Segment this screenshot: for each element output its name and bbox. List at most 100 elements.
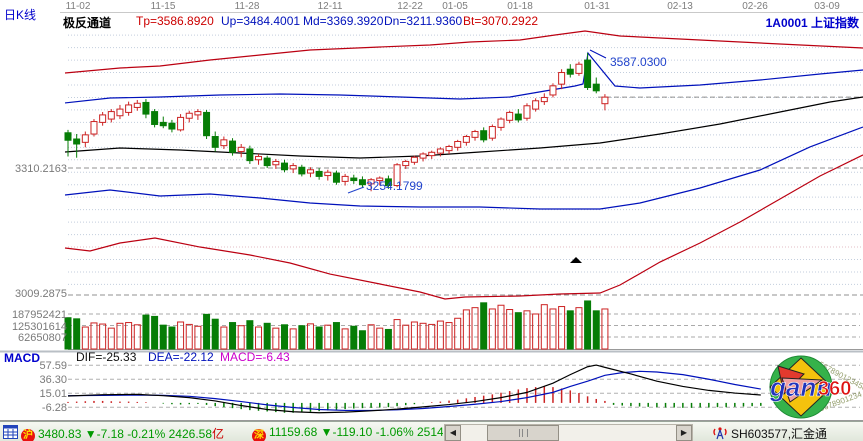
volume-bar [584,300,592,350]
sh-badge-glyph: 沪 [21,429,35,441]
logo-word: gann [769,372,832,402]
live-feed-antenna-icon [713,427,727,440]
candle-body [445,145,453,152]
channel-tp-value: Tp=3586.8920 [136,14,214,28]
candle-body [471,131,479,138]
candle-body [107,111,115,120]
volume-bar [203,313,211,350]
volume-bar [601,308,609,350]
tab-daily-kline[interactable]: 日K线 [4,8,37,22]
scrollbar-track[interactable] [461,425,676,441]
candle-body [177,116,185,131]
volume-bar [566,310,574,350]
candle-body [229,140,237,153]
candle-body [506,111,514,121]
logo-number: 360 [818,378,851,400]
channel-bt-value: Bt=3070.2922 [463,14,539,28]
grid-view-icon[interactable] [3,425,18,439]
candle-body [246,148,254,162]
candle-body [566,68,574,75]
volume-bar [324,324,332,350]
candle-body [419,153,427,159]
candle-body [151,111,159,125]
pane-separator [0,350,863,353]
volume-bar [159,324,167,350]
candle-body [289,165,297,170]
date-label: 03-09 [814,1,840,12]
macd-axis-label-1: 57.59 [39,360,67,372]
volume-bar [350,325,358,350]
volume-bar [428,323,436,350]
candle-body [350,177,358,182]
candle-body [584,59,592,88]
volume-bar [229,322,237,350]
date-axis: 11-02 11-15 11-28 12-11 12-22 01-05 01-18 01-31… [60,0,863,13]
candle-body [428,151,436,157]
price-axis-label-1: 3310.2163 [15,163,67,175]
candle-body [194,111,202,116]
volume-bar [367,324,375,350]
high-annotation-leader [589,49,607,59]
candle-body [125,104,133,113]
channel-md-value: Md=3369.3920 [303,14,384,28]
candle-body [384,178,392,187]
candle-body [306,169,314,174]
candle-body [480,130,488,141]
shanghai-market-badge[interactable]: 沪 [21,425,35,441]
candle-body [454,141,462,148]
macd-pane-title[interactable]: MACD [4,351,40,365]
volume-axis-label-2: 125301614 [12,321,67,333]
date-label: 02-26 [742,1,768,12]
volume-bar [281,324,288,350]
indicator-name[interactable]: 极反通道 [63,16,112,30]
status-bar: 沪 3480.83 ▼-7.18 -0.21% 2426.58亿 深 11159… [0,421,863,441]
volume-bar [393,319,401,350]
date-label: 01-18 [507,1,533,12]
volume-bar [558,306,566,350]
volume-bar [289,328,297,350]
volume-bar [263,322,271,350]
volume-bar [402,324,410,350]
candle-body [203,111,211,137]
horizontal-scrollbar[interactable]: ◀ ▶ [444,424,693,441]
volume-bar [237,325,245,350]
volume-bar [506,309,514,350]
candle-body [272,160,280,166]
volume-bar [523,310,531,350]
price-axis-label-2: 3009.2875 [15,288,67,300]
current-stock-label[interactable]: SH603577,汇金通 [731,427,828,441]
gann360-logo: 567890123456 2345678901234 gann 360 [769,355,863,419]
volume-bar [116,322,124,350]
date-label: 01-31 [584,1,610,12]
low-price-annotation: 3254.1799 [366,179,423,193]
volume-bar [177,321,185,350]
volume-bar [220,326,228,350]
volume-bar [488,308,496,350]
date-label: 11-15 [150,1,176,12]
channel-line-dn [64,126,863,210]
shenzhen-index-quote: 11159.68 ▼-119.10 -1.06% 2514. [269,425,443,439]
candle-body [255,155,263,161]
shenzhen-market-badge[interactable]: 深 [252,425,266,441]
candle-body [341,175,349,182]
scrollbar-thumb[interactable] [487,425,559,441]
volume-bar [436,320,444,350]
date-label: 01-05 [442,1,468,12]
logo-triangle-pink [781,377,824,403]
symbol-label[interactable]: 1A0001 上证指数 [765,16,859,30]
candle-body [99,114,107,123]
candle-body [540,96,548,103]
scroll-right-button[interactable]: ▶ [676,425,692,441]
macd-dea-value: DEA=-22.12 [148,350,214,364]
volume-bar [99,323,107,350]
candle-body [81,134,89,143]
macd-macd-value: MACD=-6.43 [220,350,290,364]
candle-body [133,102,141,108]
channel-line-up [64,51,863,104]
volume-bar [471,307,479,350]
scroll-left-button[interactable]: ◀ [445,425,461,441]
volume-bar [549,308,557,350]
dif-line [67,364,761,414]
volume-bar [358,330,366,350]
